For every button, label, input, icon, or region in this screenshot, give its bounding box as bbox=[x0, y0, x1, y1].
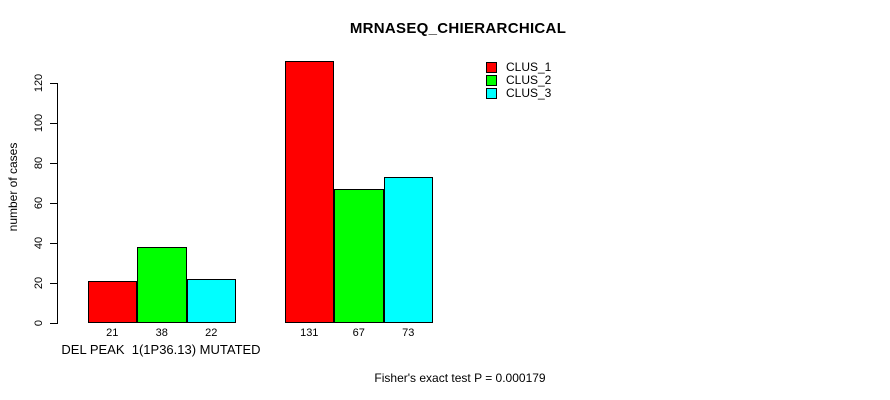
y-axis-tick bbox=[50, 323, 57, 324]
bar-value-label: 38 bbox=[155, 327, 168, 339]
legend-item: CLUS_3 bbox=[486, 86, 552, 100]
legend-item: CLUS_2 bbox=[486, 73, 552, 87]
bar-value-label: 22 bbox=[205, 327, 218, 339]
bar-clus_3-group1 bbox=[186, 279, 236, 323]
y-axis-tick-label: 80 bbox=[33, 156, 45, 170]
y-axis-tick-label: 100 bbox=[33, 113, 45, 133]
y-axis-tick-label: 20 bbox=[33, 276, 45, 290]
y-axis-tick bbox=[50, 83, 57, 84]
y-axis-tick-label: 120 bbox=[33, 73, 45, 93]
legend-swatch bbox=[486, 75, 497, 86]
x-axis-label: DEL PEAK 1(1P36.13) MUTATED bbox=[61, 342, 261, 357]
legend-swatch bbox=[486, 62, 497, 73]
y-axis-tick-label: 0 bbox=[33, 319, 45, 327]
chart-title: MRNASEQ_CHIERARCHICAL bbox=[349, 20, 567, 37]
y-axis-tick-label: 40 bbox=[33, 236, 45, 250]
y-axis-tick-label: 60 bbox=[33, 196, 45, 210]
bar-clus_3-group2 bbox=[383, 177, 433, 323]
legend: CLUS_1 CLUS_2 CLUS_3 bbox=[486, 60, 552, 101]
y-axis-tick bbox=[50, 283, 57, 284]
legend-label: CLUS_2 bbox=[506, 73, 552, 87]
y-axis-tick bbox=[50, 243, 57, 244]
bar-clus_2-group2 bbox=[334, 189, 384, 323]
bar-clus_1-group1 bbox=[87, 281, 137, 323]
bar-value-label: 67 bbox=[352, 327, 365, 339]
y-axis-tick bbox=[50, 163, 57, 164]
bar-value-label: 21 bbox=[106, 327, 119, 339]
footnote-pvalue: Fisher's exact test P = 0.000179 bbox=[374, 371, 546, 385]
bar-clus_2-group1 bbox=[137, 247, 187, 323]
y-axis-tick bbox=[50, 203, 57, 204]
bar-value-label: 131 bbox=[300, 327, 319, 339]
bar-value-label: 73 bbox=[402, 327, 415, 339]
y-axis-title: number of cases bbox=[6, 142, 20, 232]
y-axis-line bbox=[57, 83, 58, 324]
y-axis-tick bbox=[50, 123, 57, 124]
bar-clus_1-group2 bbox=[284, 61, 334, 323]
legend-label: CLUS_3 bbox=[506, 86, 552, 100]
legend-label: CLUS_1 bbox=[506, 60, 552, 74]
legend-swatch bbox=[486, 88, 497, 99]
legend-item: CLUS_1 bbox=[486, 60, 552, 74]
